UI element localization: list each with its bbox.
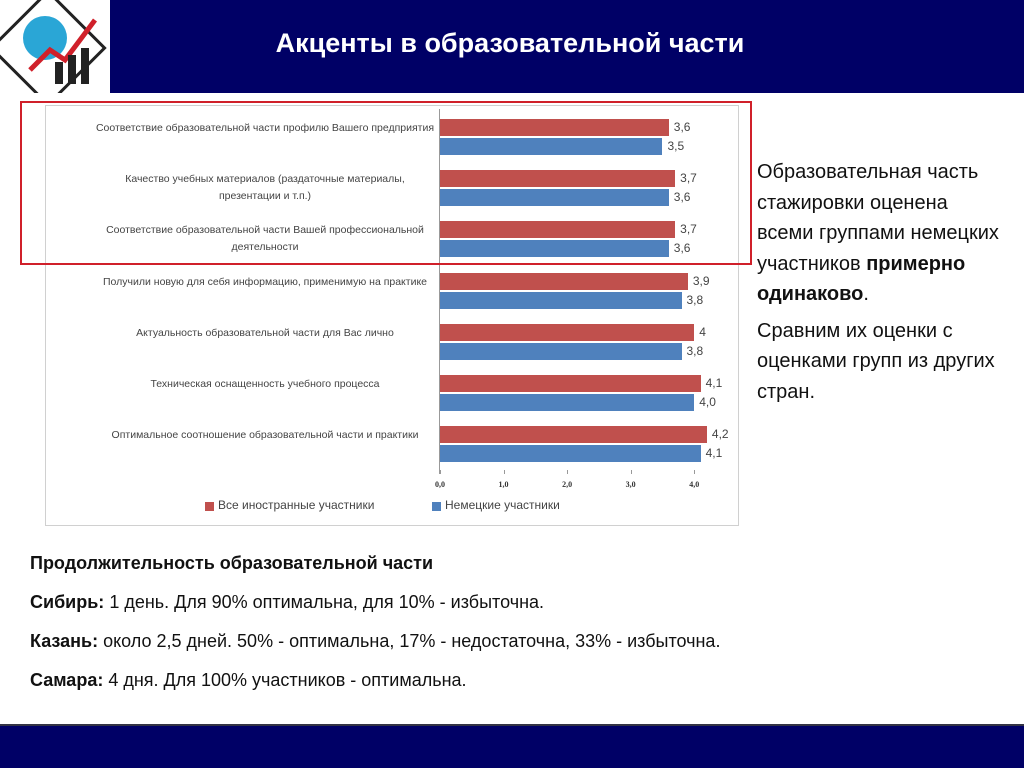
- heading: Продолжительность образовательной части: [30, 553, 434, 573]
- category-label: Оптимальное соотношение образовательной …: [111, 429, 419, 442]
- highlight-box: [20, 101, 752, 265]
- text: .: [863, 283, 869, 305]
- value-label: 4,1: [705, 376, 723, 391]
- tick-mark: [630, 470, 632, 475]
- header-bar: [0, 0, 1024, 93]
- text: Образовательная часть стажировки оценена…: [757, 161, 999, 275]
- value-label: 4: [699, 324, 706, 339]
- text: 1 день. Для 90% оптимальна, для 10% - из…: [104, 592, 545, 612]
- category-label: Соответствие образовательной части профи…: [95, 121, 435, 134]
- category-label: Качество учебных материалов (раздаточные…: [125, 172, 405, 202]
- bar: [440, 342, 682, 360]
- x-tick-label: 4,0: [689, 480, 700, 490]
- value-label: 3,6: [673, 189, 691, 204]
- legend-label: Все иностранные участники: [218, 498, 375, 512]
- bar: [440, 188, 669, 206]
- label: Самара:: [30, 670, 104, 690]
- value-label: 3,7: [680, 222, 697, 237]
- bar: [440, 272, 688, 290]
- tick-mark: [567, 470, 569, 475]
- text: около 2,5 дней. 50% - оптимальна, 17% - …: [98, 631, 721, 651]
- bar: [440, 291, 682, 309]
- bottom-text: Продолжительность образовательной части …: [30, 553, 1010, 709]
- value-label: 4,0: [699, 395, 716, 410]
- bar: [440, 118, 669, 136]
- line: Самара: 4 дня. Для 100% участников - опт…: [30, 670, 1010, 709]
- value-label: 3,7: [680, 170, 697, 185]
- value-label: 3,8: [686, 343, 704, 358]
- bar: [440, 375, 701, 393]
- logo-icon: [0, 0, 107, 107]
- category-label: Получили новую для себя информацию, прим…: [103, 275, 427, 288]
- line: Казань: около 2,5 дней. 50% - оптимальна…: [30, 631, 1010, 670]
- line: Сибирь: 1 день. Для 90% оптимальна, для …: [30, 592, 1010, 631]
- legend-label: Немецкие участники: [445, 498, 560, 512]
- label: Казань:: [30, 631, 99, 651]
- tick-mark: [503, 470, 505, 475]
- value-label: 3,5: [667, 138, 685, 153]
- x-tick-label: 2,0: [562, 480, 573, 490]
- category-label: Актуальность образовательной части для В…: [136, 326, 394, 339]
- tick-mark: [440, 470, 441, 475]
- x-tick-label: 1,0: [498, 480, 509, 490]
- side-text: Образовательная часть стажировки оценена…: [757, 157, 1007, 413]
- bar: [440, 394, 695, 412]
- category-label: Соответствие образовательной части Вашей…: [106, 224, 424, 254]
- paragraph: Образовательная часть стажировки оценена…: [757, 157, 1007, 310]
- bar: [440, 445, 701, 463]
- chart-frame: [45, 105, 739, 526]
- value-label: 4,1: [705, 446, 723, 461]
- bar: [440, 221, 676, 239]
- value-label: 3,6: [673, 119, 691, 134]
- text: 4 дня. Для 100% участников - оптимальна.: [103, 670, 467, 690]
- bar: [440, 169, 676, 187]
- footer-bar: [0, 724, 1024, 768]
- legend-swatch: [432, 502, 441, 511]
- bar: [440, 323, 695, 341]
- bar: [440, 137, 663, 155]
- slide-title: Акценты в образовательной части: [275, 28, 745, 58]
- bar: [440, 426, 707, 444]
- label: Сибирь:: [30, 592, 105, 612]
- paragraph: Сравним их оценки с оценками групп из др…: [757, 319, 995, 403]
- x-tick-label: 0,0: [435, 480, 445, 490]
- legend-swatch: [205, 502, 214, 511]
- value-label: 3,6: [673, 241, 691, 256]
- value-label: 3,8: [686, 292, 704, 307]
- logo: [0, 0, 110, 107]
- category-label: Техническая оснащенность учебного процес…: [150, 378, 380, 391]
- axis-line: [439, 109, 440, 475]
- value-label: 4,2: [711, 427, 729, 442]
- value-label: 3,9: [692, 273, 710, 288]
- x-tick-label: 3,0: [625, 480, 636, 490]
- bar: [440, 240, 669, 258]
- tick-mark: [694, 470, 696, 475]
- bold-text: примерно одинаково: [757, 252, 966, 306]
